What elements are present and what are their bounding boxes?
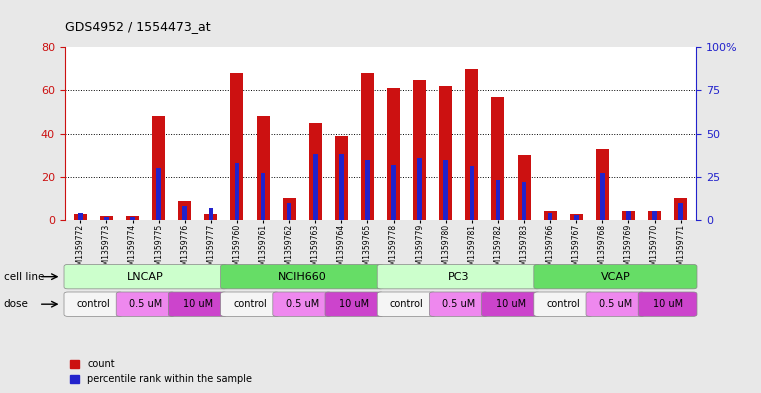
- Bar: [130, 217, 135, 220]
- Bar: [152, 116, 165, 220]
- Bar: [543, 211, 557, 220]
- Bar: [570, 214, 583, 220]
- Text: 0.5 uM: 0.5 uM: [442, 299, 476, 309]
- Bar: [234, 163, 239, 220]
- Bar: [126, 216, 139, 220]
- Bar: [335, 136, 348, 220]
- Bar: [444, 160, 448, 220]
- Bar: [104, 217, 109, 220]
- Bar: [261, 173, 266, 220]
- Bar: [648, 211, 661, 220]
- Bar: [74, 214, 87, 220]
- Bar: [361, 73, 374, 220]
- Bar: [309, 123, 322, 220]
- Bar: [413, 79, 426, 220]
- Bar: [256, 116, 269, 220]
- Bar: [596, 149, 609, 220]
- Text: 10 uM: 10 uM: [652, 299, 683, 309]
- Text: control: control: [546, 299, 580, 309]
- Text: dose: dose: [4, 299, 29, 309]
- Text: NCIH660: NCIH660: [278, 272, 326, 282]
- Text: control: control: [77, 299, 110, 309]
- Bar: [183, 206, 187, 220]
- Bar: [78, 213, 83, 220]
- Bar: [365, 160, 370, 220]
- Bar: [417, 158, 422, 220]
- Bar: [339, 154, 344, 220]
- Bar: [231, 73, 244, 220]
- Bar: [313, 154, 317, 220]
- Bar: [492, 97, 505, 220]
- Bar: [391, 165, 396, 220]
- Legend: count, percentile rank within the sample: count, percentile rank within the sample: [69, 359, 252, 384]
- Bar: [600, 173, 605, 220]
- Bar: [495, 180, 500, 220]
- Bar: [517, 155, 530, 220]
- Bar: [674, 198, 687, 220]
- Bar: [100, 216, 113, 220]
- Bar: [465, 69, 479, 220]
- Bar: [156, 168, 161, 220]
- Text: PC3: PC3: [448, 272, 470, 282]
- Bar: [626, 211, 631, 220]
- Bar: [622, 211, 635, 220]
- Text: VCAP: VCAP: [600, 272, 630, 282]
- Text: control: control: [233, 299, 267, 309]
- Bar: [470, 167, 474, 220]
- Bar: [548, 213, 552, 220]
- Text: 0.5 uM: 0.5 uM: [129, 299, 162, 309]
- Text: 10 uM: 10 uM: [339, 299, 369, 309]
- Text: control: control: [390, 299, 423, 309]
- Bar: [282, 198, 296, 220]
- Bar: [178, 200, 191, 220]
- Bar: [439, 86, 452, 220]
- Text: 10 uM: 10 uM: [496, 299, 526, 309]
- Bar: [652, 211, 657, 220]
- Bar: [204, 214, 218, 220]
- Text: 10 uM: 10 uM: [183, 299, 213, 309]
- Bar: [522, 182, 527, 220]
- Text: 0.5 uM: 0.5 uM: [285, 299, 319, 309]
- Text: 0.5 uM: 0.5 uM: [599, 299, 632, 309]
- Bar: [574, 215, 578, 220]
- Text: LNCAP: LNCAP: [127, 272, 164, 282]
- Bar: [387, 88, 400, 220]
- Bar: [209, 208, 213, 220]
- Bar: [287, 203, 291, 220]
- Bar: [678, 203, 683, 220]
- Text: GDS4952 / 1554473_at: GDS4952 / 1554473_at: [65, 20, 210, 33]
- Text: cell line: cell line: [4, 272, 44, 282]
